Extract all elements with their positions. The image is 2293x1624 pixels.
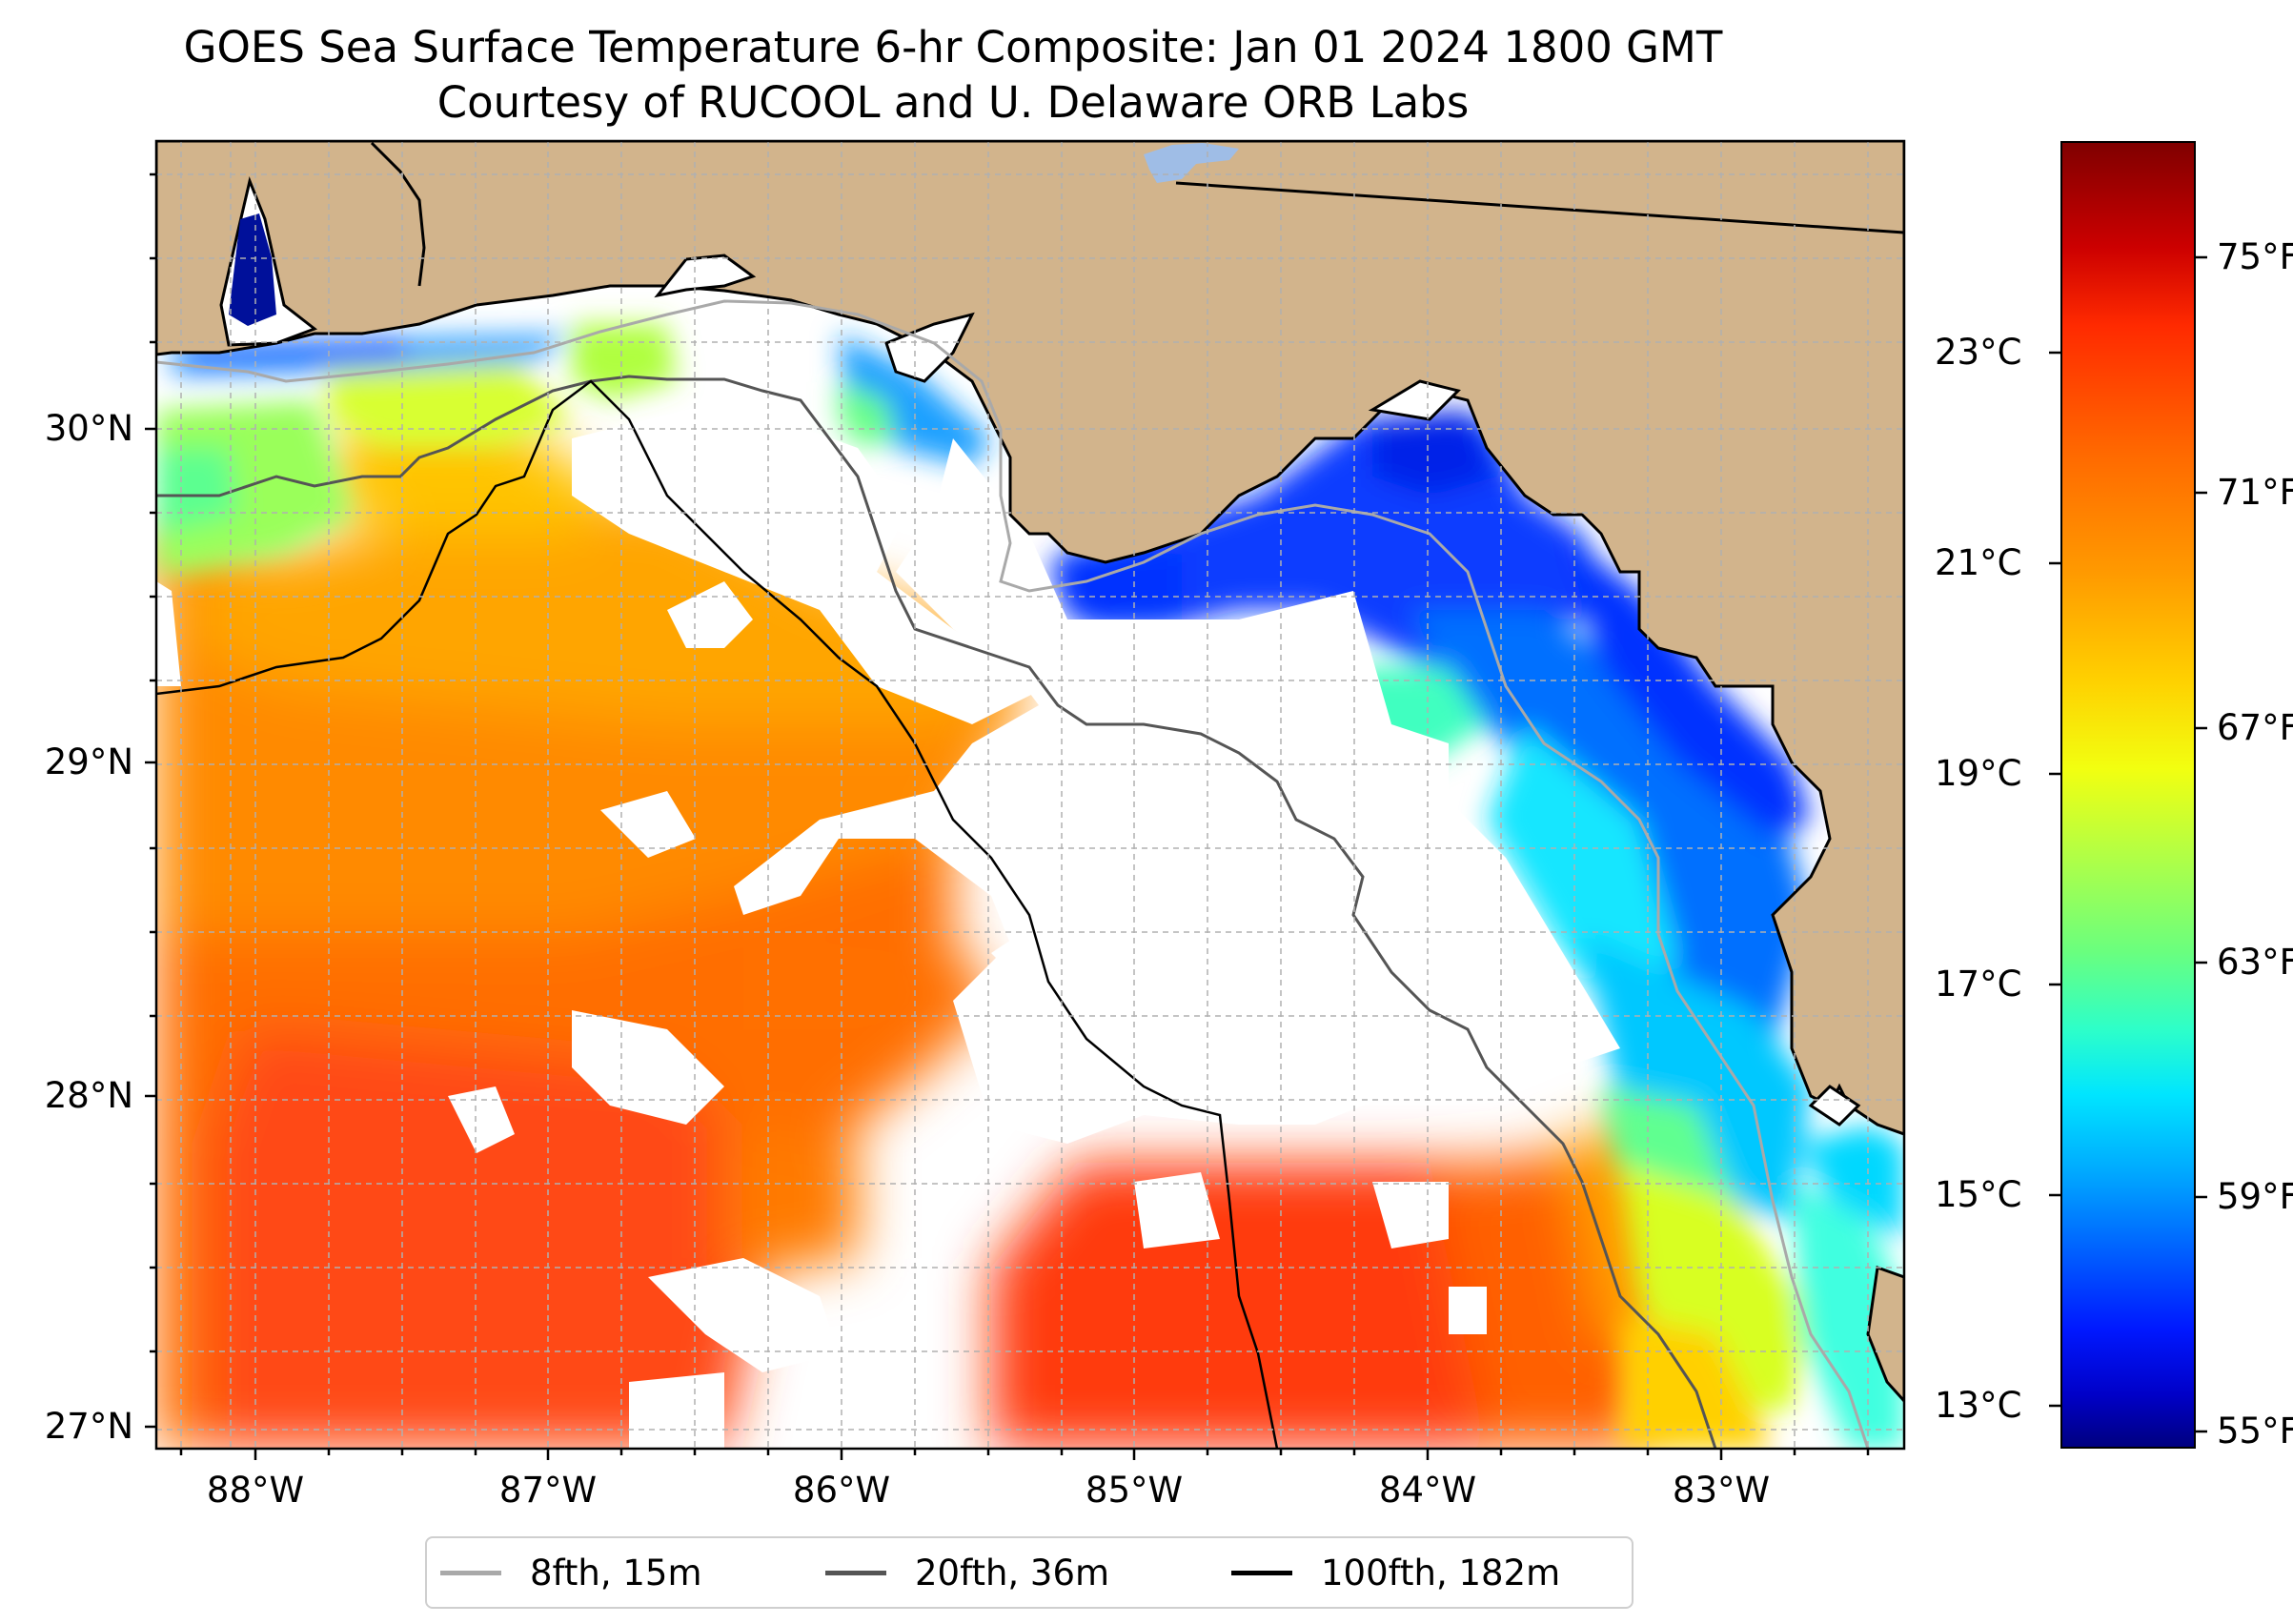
land	[156, 141, 1904, 1404]
colorbar-label-13c: 13°C	[1935, 1385, 2022, 1426]
no-data-holes	[156, 400, 1620, 1449]
contour-legend: 8fth, 15m 20fth, 36m 100fth, 182m	[425, 1536, 1634, 1609]
lon-label-87: 87°W	[498, 1470, 598, 1511]
lon-label-86: 86°W	[792, 1470, 891, 1511]
colorbar-label-67f: 67°F	[2217, 707, 2293, 748]
lon-label-85: 85°W	[1085, 1470, 1184, 1511]
colorbar-label-19c: 19°C	[1935, 753, 2022, 794]
contour-20fth	[156, 375, 1717, 1449]
map-frame	[154, 139, 1906, 1451]
lat-label-27: 27°N	[44, 1406, 133, 1447]
lat-label-29: 29°N	[44, 741, 133, 782]
lon-label-83: 83°W	[1672, 1470, 1771, 1511]
colorbar-label-63f: 63°F	[2217, 942, 2293, 983]
title-line-1: GOES Sea Surface Temperature 6-hr Compos…	[183, 22, 1723, 72]
legend-item-8fth: 8fth, 15m	[440, 1538, 702, 1607]
legend-item-100fth: 100fth, 182m	[1231, 1538, 1560, 1607]
colorbar-label-71f: 71°F	[2217, 472, 2293, 513]
coast-line-segment	[370, 141, 426, 287]
lat-label-30: 30°N	[44, 408, 133, 449]
colorbar-label-21c: 21°C	[1935, 542, 2022, 583]
legend-item-20fth: 20fth, 36m	[825, 1538, 1109, 1607]
gridlines	[156, 141, 1904, 1449]
legend-line-20fth	[825, 1570, 886, 1575]
temperature-colorbar	[2060, 141, 2196, 1449]
colorbar-label-55f: 55°F	[2217, 1411, 2293, 1451]
lon-label-84: 84°W	[1378, 1470, 1477, 1511]
legend-line-8fth	[440, 1570, 501, 1575]
axis-ticks	[145, 173, 1870, 1460]
title-line-2: Courtesy of RUCOOL and U. Delaware ORB L…	[436, 77, 1470, 128]
colorbar-label-59f: 59°F	[2217, 1176, 2293, 1217]
legend-label-20fth: 20fth, 36m	[915, 1552, 1110, 1594]
contour-100fth	[156, 379, 1279, 1449]
state-border	[1175, 181, 1904, 234]
legend-line-100fth	[1231, 1570, 1292, 1575]
lat-label-28: 28°N	[44, 1075, 133, 1116]
colorbar-label-17c: 17°C	[1935, 964, 2022, 1005]
legend-label-8fth: 8fth, 15m	[530, 1552, 702, 1594]
lake	[1144, 143, 1239, 183]
colorbar-label-23c: 23°C	[1935, 332, 2022, 373]
contour-8fth	[156, 299, 1870, 1449]
legend-label-100fth: 100fth, 182m	[1321, 1552, 1561, 1594]
colorbar-label-15c: 15°C	[1935, 1174, 2022, 1215]
lon-label-88: 88°W	[206, 1470, 305, 1511]
colorbar-label-75f: 75°F	[2217, 236, 2293, 277]
